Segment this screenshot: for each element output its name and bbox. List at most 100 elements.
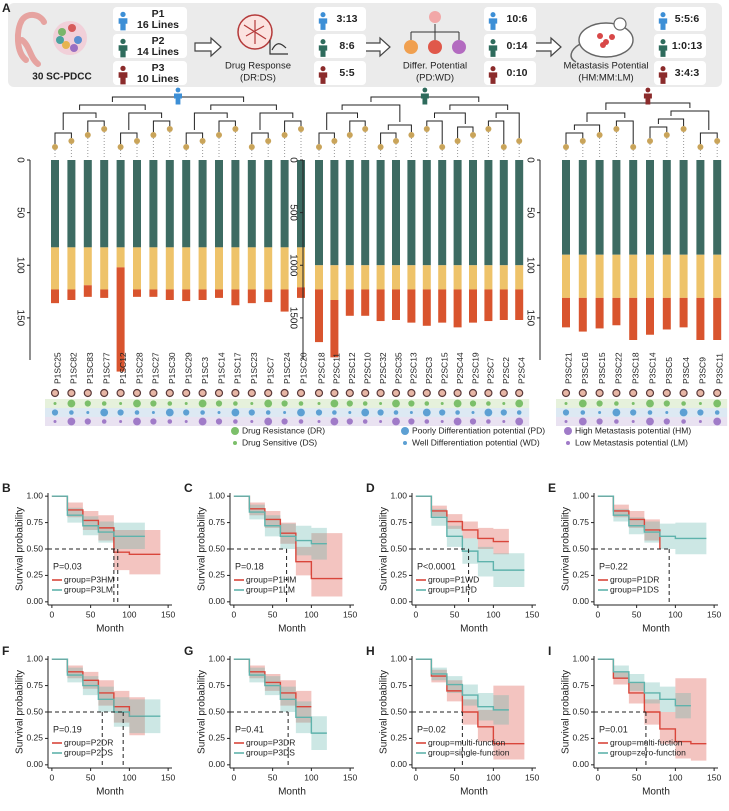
property-dot bbox=[422, 408, 431, 417]
bar-segment bbox=[662, 254, 671, 298]
line-chip bbox=[376, 388, 385, 398]
y-tick-label: 0.50 bbox=[208, 543, 225, 553]
bar-segment bbox=[376, 265, 385, 290]
y-tick-label: 1000 bbox=[287, 254, 298, 277]
property-dot bbox=[133, 417, 141, 426]
y-tick-label: 0.00 bbox=[390, 759, 407, 769]
group-name: P2 bbox=[152, 35, 165, 47]
bar-segment bbox=[422, 265, 431, 290]
dendrogram-branch bbox=[120, 132, 138, 144]
y-axis-title: Survival probability bbox=[561, 507, 572, 591]
bar-segment bbox=[612, 254, 621, 298]
bar-segment bbox=[100, 247, 109, 290]
y-axis-title: Survival probability bbox=[15, 670, 26, 754]
bar-segment bbox=[629, 254, 638, 298]
x-tick-label: 0 bbox=[414, 609, 419, 619]
p-value: P=0.19 bbox=[53, 724, 82, 734]
property-dot bbox=[265, 410, 271, 415]
x-tick-label: P3SC9 bbox=[698, 357, 708, 384]
ratio-box bbox=[314, 34, 366, 58]
person-icon-head bbox=[120, 38, 126, 45]
property-dot bbox=[424, 401, 430, 406]
property-dot bbox=[264, 399, 273, 408]
x-tick-label: P3SC15 bbox=[597, 352, 607, 384]
line-chip bbox=[165, 388, 174, 398]
y-axis-title: Survival probability bbox=[197, 507, 208, 591]
property-dot bbox=[453, 399, 462, 408]
differ-icon-cell bbox=[452, 40, 466, 54]
bar-segment bbox=[280, 247, 289, 290]
x-tick-label: P1SC29 bbox=[183, 352, 193, 384]
x-tick-label: P1SC28 bbox=[134, 352, 144, 384]
legend-label: group=P1WD bbox=[428, 574, 479, 584]
flow-arrow bbox=[534, 36, 562, 58]
leaf-dot bbox=[68, 138, 75, 144]
person-icon-head bbox=[422, 87, 428, 93]
property-dot bbox=[361, 408, 370, 417]
y-axis-title: Survival probability bbox=[197, 670, 208, 754]
line-chip bbox=[296, 388, 306, 398]
property-dot bbox=[317, 420, 321, 423]
x-tick-label: P2SC32 bbox=[378, 352, 388, 384]
x-tick-label: 100 bbox=[122, 609, 136, 619]
legend-label: High Metastasis potential (HM) bbox=[575, 425, 691, 435]
line-chip bbox=[713, 388, 722, 398]
property-dot bbox=[167, 419, 173, 424]
y-tick-label: 0.25 bbox=[572, 570, 589, 580]
bar-segment bbox=[484, 160, 493, 266]
person-icon-body bbox=[488, 45, 498, 57]
property-dot bbox=[67, 399, 76, 408]
x-tick-label: P1SC25 bbox=[52, 352, 62, 384]
leaf-dot bbox=[298, 126, 304, 132]
bar-segment bbox=[578, 254, 587, 298]
x-tick-label: 150 bbox=[525, 772, 539, 782]
drug-icon-detail bbox=[243, 20, 267, 44]
property-dot bbox=[681, 401, 686, 406]
mouse-icon-tumor bbox=[600, 42, 606, 48]
group-box bbox=[113, 34, 187, 58]
y-tick-label: 0.00 bbox=[208, 596, 225, 606]
ratio-box bbox=[654, 34, 706, 58]
x-tick-label: 50 bbox=[450, 609, 460, 619]
legend-dot bbox=[231, 427, 239, 435]
ratio-value: 5:5 bbox=[339, 67, 354, 79]
bar-segment bbox=[215, 289, 223, 298]
property-dot bbox=[409, 411, 413, 414]
y-tick-label: 150 bbox=[14, 310, 25, 327]
y-tick-label: 0.25 bbox=[26, 733, 43, 743]
bar-segment bbox=[629, 297, 638, 340]
person-icon-body bbox=[658, 72, 668, 84]
bar-segment bbox=[629, 160, 638, 255]
property-band bbox=[309, 417, 530, 426]
property-dot bbox=[150, 418, 157, 425]
person-icon-body bbox=[318, 45, 328, 57]
legend-label: Drug Sensitive (DS) bbox=[242, 437, 317, 447]
property-dot bbox=[215, 400, 223, 407]
property-dot bbox=[647, 410, 653, 415]
bar-segment bbox=[247, 247, 256, 290]
line-chip bbox=[280, 388, 289, 398]
legend-label: Low Metastasis potential (LM) bbox=[575, 437, 688, 447]
x-tick-label: P3SC21 bbox=[563, 352, 573, 384]
x-tick-label: 150 bbox=[707, 772, 721, 782]
person-icon-head bbox=[660, 12, 666, 18]
person-icon-body bbox=[488, 72, 498, 84]
y-tick-label: 50 bbox=[524, 207, 535, 219]
legend-label: Drug Resistance (DR) bbox=[242, 425, 325, 435]
property-dot bbox=[183, 409, 190, 416]
property-dot bbox=[408, 400, 415, 407]
person-icon-body bbox=[318, 72, 328, 84]
survival-curve bbox=[415, 495, 525, 571]
x-tick-label: P2SC35 bbox=[393, 352, 403, 384]
y-tick-label: 0.50 bbox=[572, 543, 589, 553]
line-chip bbox=[330, 388, 339, 398]
bar-segment bbox=[438, 160, 447, 266]
x-tick-label: P1SC20 bbox=[298, 352, 308, 384]
property-dot bbox=[665, 411, 669, 414]
property-dot bbox=[392, 399, 400, 408]
bar-segment bbox=[297, 160, 305, 248]
property-dot bbox=[100, 408, 109, 417]
property-dot bbox=[346, 400, 353, 407]
dendrogram-branch bbox=[649, 126, 668, 138]
bar-segment bbox=[713, 297, 722, 340]
